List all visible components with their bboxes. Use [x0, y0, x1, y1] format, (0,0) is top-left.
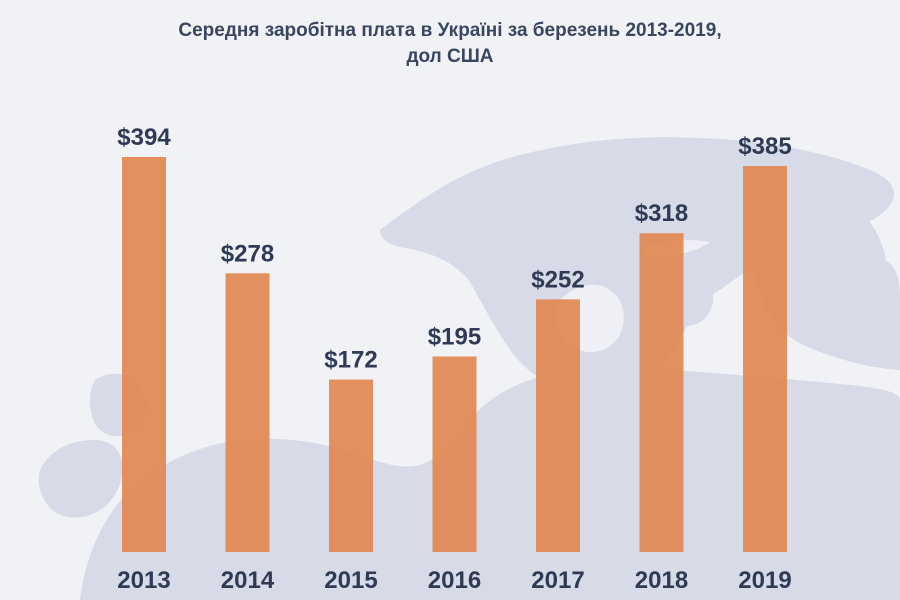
value-label-2017: $252	[531, 266, 584, 293]
value-label-2016: $195	[428, 324, 481, 351]
category-label-2014: 2014	[221, 567, 275, 594]
chart-title-line1: Середня заробітна плата в Україні за бер…	[178, 20, 722, 41]
map-landmass-britain	[38, 440, 123, 518]
bar-2018	[639, 233, 684, 553]
bar-2013	[122, 157, 166, 552]
category-label-2019: 2019	[738, 567, 791, 594]
value-label-2015: $172	[324, 347, 377, 374]
value-label-2014: $278	[221, 240, 274, 267]
category-label-2013: 2013	[117, 567, 170, 594]
map-landmass-mainland	[80, 367, 900, 600]
category-label-2018: 2018	[635, 567, 688, 594]
value-label-2019: $385	[738, 133, 791, 160]
chart-title: Середня заробітна плата в Україні за бер…	[0, 18, 900, 70]
category-label-2016: 2016	[428, 567, 481, 594]
value-label-2013: $394	[117, 124, 171, 151]
bar-2016	[432, 356, 477, 552]
value-label-2018: $318	[635, 200, 688, 227]
map-landmass-east	[756, 244, 900, 370]
bar-2017	[536, 299, 580, 552]
category-label-2017: 2017	[531, 567, 584, 594]
bar-2015	[329, 379, 373, 552]
bar-2014	[225, 273, 270, 552]
chart-title-line2: дол США	[406, 46, 494, 67]
category-label-2015: 2015	[324, 567, 377, 594]
bar-2019	[743, 166, 787, 553]
